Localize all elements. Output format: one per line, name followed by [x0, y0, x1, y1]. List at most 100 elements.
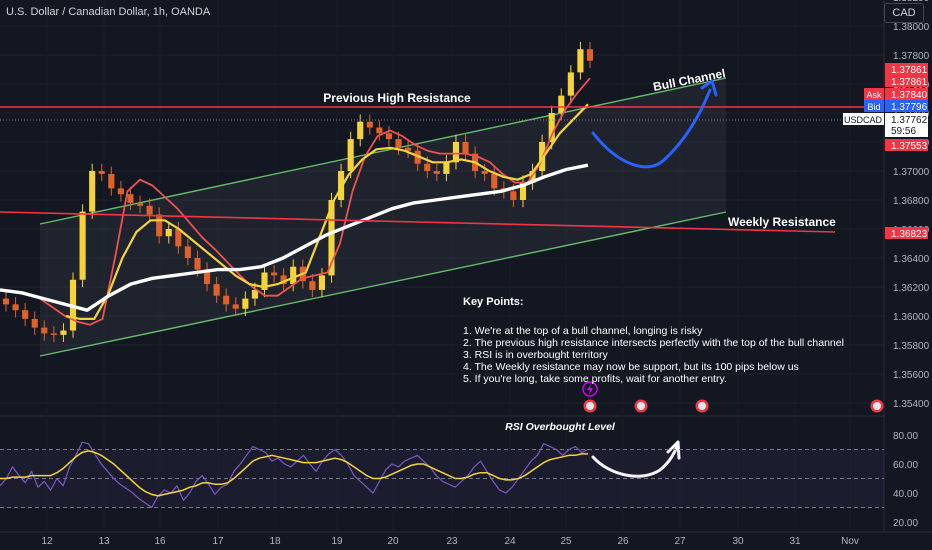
moving-averages — [0, 77, 591, 326]
time-tick-label: 30 — [732, 536, 744, 547]
moving-average-line — [39, 77, 591, 326]
candle-body — [558, 95, 565, 113]
flag-icon — [586, 402, 594, 410]
time-tick-label: 26 — [617, 536, 629, 547]
rsi-arrowhead — [666, 440, 681, 460]
candle-body — [175, 229, 182, 247]
price-tag-value: 1.37861 — [891, 65, 928, 76]
weekly-resistance-line — [0, 211, 836, 233]
candle-body — [261, 272, 268, 290]
price-tag-label: Ask — [866, 90, 882, 100]
candle-body — [60, 330, 67, 335]
candle-body — [357, 121, 364, 140]
candle-body — [213, 284, 220, 296]
candle-body — [443, 162, 450, 174]
price-tick-label: 1.35600 — [893, 370, 930, 381]
time-tick-label: 27 — [674, 536, 686, 547]
time-tick-label: 23 — [446, 536, 458, 547]
price-tag — [885, 88, 928, 100]
channel-fill — [40, 78, 726, 356]
flag-icon — [698, 402, 706, 410]
rsi-tick-label: 20.00 — [893, 518, 918, 529]
candle-body — [567, 72, 574, 96]
candle-body — [328, 200, 335, 276]
key-point-1: 1. We're at the top of a bull channel, l… — [463, 325, 703, 337]
candle-body — [433, 171, 440, 174]
lightning-icon[interactable] — [582, 381, 598, 397]
time-tick-label: 17 — [212, 536, 224, 547]
candle-body — [50, 333, 57, 335]
candle-body — [2, 298, 10, 305]
candle-body — [108, 173, 115, 189]
candle-body — [577, 49, 584, 73]
candle-body — [127, 194, 134, 203]
moving-average-line — [0, 163, 589, 312]
candle-body — [290, 266, 297, 285]
candle-body — [165, 229, 172, 237]
candle-body — [156, 214, 163, 237]
time-tick-label: Nov — [841, 536, 859, 547]
time-tick-label: 13 — [98, 536, 110, 547]
rsi-pane: 80.00 60.00 40.00 20.00 — [0, 431, 918, 529]
candle-body — [586, 49, 594, 61]
currency-button[interactable]: CAD — [884, 3, 924, 23]
price-tick-label: 1.38200 — [893, 0, 930, 4]
price-tag — [885, 63, 928, 75]
price-tag — [885, 227, 928, 239]
time-tick-label: 18 — [269, 536, 281, 547]
candle-body — [89, 171, 96, 212]
projected-path-arrow — [591, 88, 712, 169]
candle-body — [338, 171, 345, 200]
time-axis-labels: 12 13 16 17 18 19 20 23 24 25 26 27 30 31 Nov — [41, 536, 858, 547]
candle-body — [481, 171, 488, 174]
rsi-series-line — [0, 441, 589, 509]
candle-body — [12, 304, 19, 311]
weekly-resistance-label: Weekly Resistance — [728, 215, 836, 229]
price-tag-value: 1.36823 — [891, 229, 928, 240]
candle-body — [232, 304, 239, 309]
price-tag — [885, 75, 928, 87]
candle-body — [31, 318, 38, 328]
price-tick-label: 1.37800 — [893, 51, 930, 62]
candle-body — [41, 327, 48, 334]
candle-body — [405, 147, 412, 151]
bar-countdown: 59:56 — [891, 126, 916, 137]
time-tick-label: 31 — [789, 536, 801, 547]
key-point-2: 2. The previous high resistance intersec… — [463, 337, 844, 349]
drawings — [0, 79, 884, 478]
candle-body — [184, 246, 191, 258]
event-icons[interactable] — [582, 381, 884, 413]
candle-body — [366, 121, 373, 128]
channel-upper-line — [39, 77, 727, 225]
candle-body — [146, 205, 153, 215]
candle-body — [491, 173, 498, 189]
rsi-overbought-label: RSI Overbought Level — [505, 421, 616, 433]
candle-body — [117, 188, 124, 195]
candle-body — [271, 272, 278, 276]
chart-title: U.S. Dollar / Canadian Dollar, 1h, OANDA — [6, 6, 211, 18]
candle-body — [79, 211, 86, 280]
price-axis-labels: 1.384001.382001.380001.378001.376001.374… — [893, 0, 930, 410]
channel-lower-line — [39, 211, 727, 357]
candle-body — [424, 163, 431, 171]
time-tick-label: 19 — [331, 536, 343, 547]
symbol-tag-label: USDCAD — [844, 115, 883, 125]
previous-high-resistance-label: Previous High Resistance — [323, 91, 471, 105]
price-tag-side — [864, 100, 884, 112]
time-tick-label: 12 — [41, 536, 53, 547]
candle-body — [251, 289, 258, 299]
price-tick-label: 1.36800 — [893, 196, 930, 207]
candle-body — [395, 139, 402, 148]
candle-body — [452, 142, 460, 163]
candle-body — [280, 275, 287, 285]
candle-body — [519, 182, 527, 200]
rsi-arrow — [591, 444, 679, 478]
flag-icon — [637, 402, 645, 410]
price-tick-label: 1.35400 — [893, 399, 930, 410]
lightning-bolt-icon — [587, 384, 593, 395]
rsi-tick-label: 60.00 — [893, 460, 918, 471]
rsi-series-line — [0, 450, 588, 497]
candle-body — [194, 258, 201, 270]
